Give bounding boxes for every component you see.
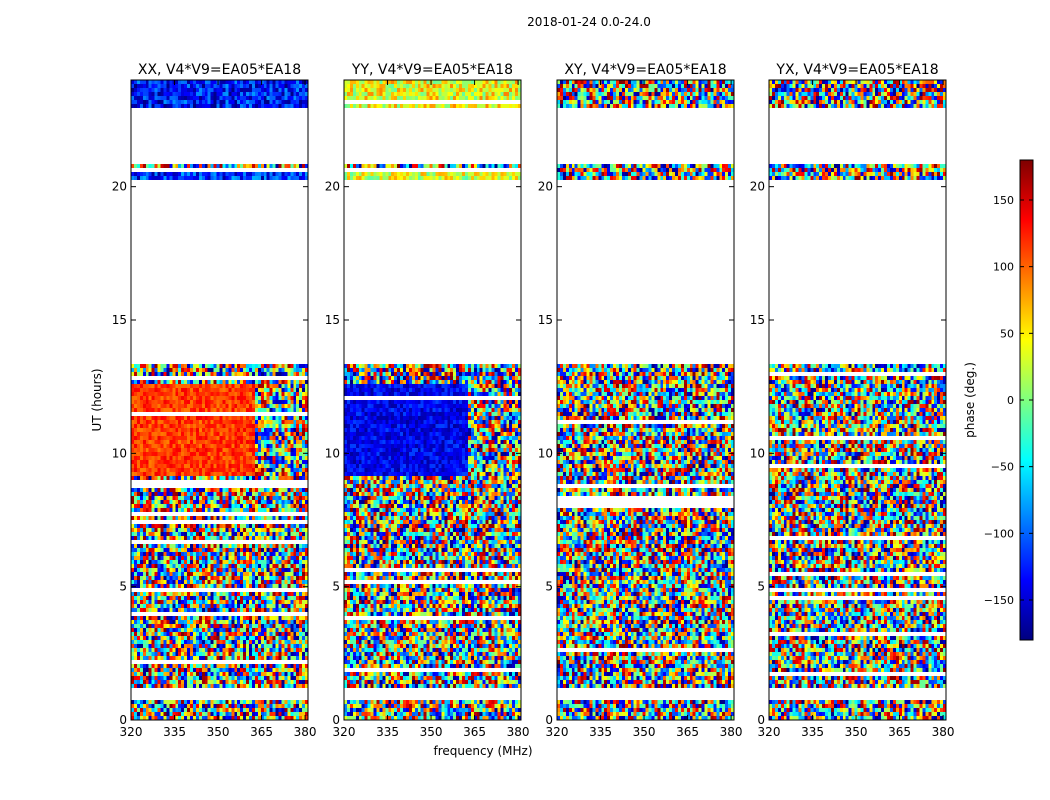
y-tick-label: 5 <box>332 580 340 594</box>
x-tick-label: 380 <box>932 725 955 739</box>
x-tick-label: 380 <box>294 725 317 739</box>
x-tick-label: 350 <box>207 725 230 739</box>
panel-title: YY, V4*V9=EA05*EA18 <box>351 62 513 78</box>
colorbar-tick-label: −100 <box>984 527 1014 540</box>
colorbar-tick-label: 150 <box>993 194 1014 207</box>
x-tick-label: 335 <box>801 725 824 739</box>
x-tick-label: 350 <box>420 725 443 739</box>
colorbar-label: phase (deg.) <box>963 362 977 438</box>
x-tick-label: 350 <box>633 725 656 739</box>
panel-yy: YY, V4*V9=EA05*EA18 320 335 350 365 380 0 5 10 15… <box>325 62 530 739</box>
y-tick-label: 20 <box>325 180 340 194</box>
colorbar-tick-label: 100 <box>993 261 1014 274</box>
y-tick-label: 15 <box>112 313 127 327</box>
y-axis-label: UT (hours) <box>90 368 104 431</box>
panel-title: XX, V4*V9=EA05*EA18 <box>138 62 301 78</box>
y-tick-label: 0 <box>332 713 340 727</box>
y-tick-label: 0 <box>757 713 765 727</box>
x-tick-label: 335 <box>589 725 612 739</box>
panel-frame <box>556 79 735 721</box>
colorbar-tick-label: −50 <box>991 461 1014 474</box>
colorbar: −150 −100 −50 0 50 100 150 <box>984 159 1034 641</box>
panel-xx: XX, V4*V9=EA05*EA18 320 335 350 365 380 0 5 10 15… <box>112 62 317 739</box>
x-tick-label: 380 <box>720 725 743 739</box>
x-tick-label: 350 <box>845 725 868 739</box>
panel-yx: YX, V4*V9=EA05*EA18 320 335 350 365 380 0 5 10 15… <box>750 62 955 739</box>
panel-frame <box>343 79 522 721</box>
y-tick-label: 20 <box>750 180 765 194</box>
x-tick-label: 320 <box>120 725 143 739</box>
y-tick-label: 20 <box>112 180 127 194</box>
x-tick-label: 380 <box>507 725 530 739</box>
y-tick-label: 5 <box>757 580 765 594</box>
phase-raster <box>769 80 946 720</box>
panel-title: YX, V4*V9=EA05*EA18 <box>775 62 938 78</box>
phase-raster <box>131 80 308 720</box>
x-tick-label: 365 <box>463 725 486 739</box>
colorbar-tick-label: 50 <box>1000 327 1014 340</box>
x-tick-label: 365 <box>888 725 911 739</box>
x-tick-label: 365 <box>250 725 273 739</box>
panels: XX, V4*V9=EA05*EA18 320 335 350 365 380 0 5 10 15… <box>112 62 955 739</box>
y-tick-label: 0 <box>545 713 553 727</box>
y-tick-label: 10 <box>538 446 553 460</box>
x-tick-label: 320 <box>758 725 781 739</box>
x-tick-label: 365 <box>676 725 699 739</box>
figure-title: 2018-01-24 0.0-24.0 <box>527 15 651 29</box>
x-axis-label: frequency (MHz) <box>433 744 532 758</box>
y-tick-label: 10 <box>325 446 340 460</box>
y-tick-label: 10 <box>750 446 765 460</box>
y-tick-label: 15 <box>538 313 553 327</box>
y-tick-label: 10 <box>112 446 127 460</box>
y-tick-label: 5 <box>545 580 553 594</box>
colorbar-tick-label: 0 <box>1007 394 1014 407</box>
phase-raster <box>344 80 521 720</box>
y-tick-label: 15 <box>325 313 340 327</box>
panel-frame <box>768 79 947 721</box>
x-tick-label: 320 <box>333 725 356 739</box>
y-tick-label: 0 <box>119 713 127 727</box>
y-tick-label: 20 <box>538 180 553 194</box>
y-tick-label: 15 <box>750 313 765 327</box>
x-tick-label: 335 <box>376 725 399 739</box>
phase-raster <box>557 80 734 720</box>
colorbar-tick-label: −150 <box>984 594 1014 607</box>
panel-title: XY, V4*V9=EA05*EA18 <box>564 62 726 78</box>
panel-frame <box>130 79 309 721</box>
x-tick-label: 335 <box>163 725 186 739</box>
x-tick-label: 320 <box>546 725 569 739</box>
panel-xy: XY, V4*V9=EA05*EA18 320 335 350 365 380 0 5 10 15… <box>538 62 743 739</box>
y-tick-label: 5 <box>119 580 127 594</box>
